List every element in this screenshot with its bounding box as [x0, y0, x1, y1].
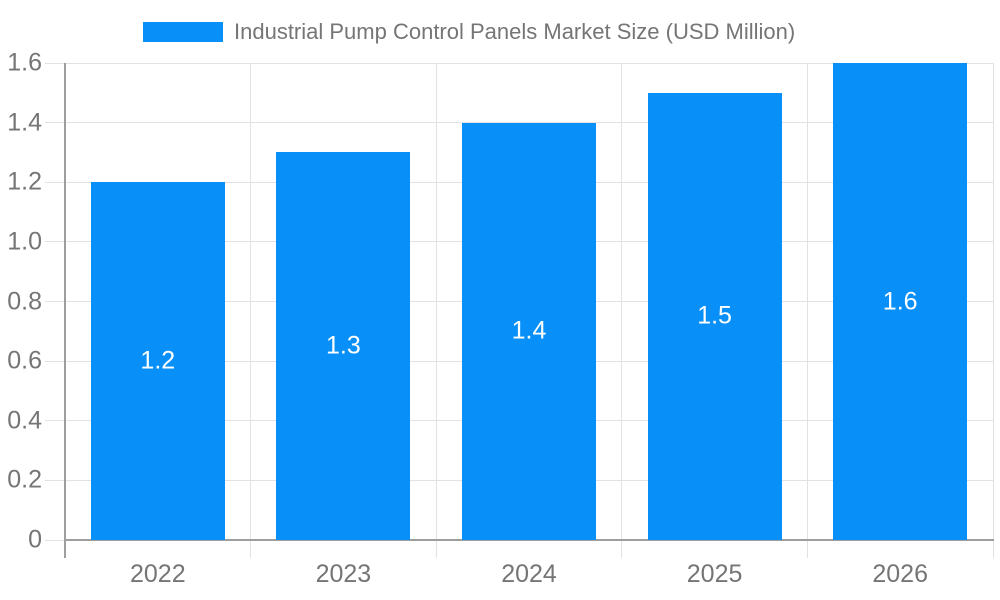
- x-tick: [435, 540, 437, 558]
- bar-2024: [461, 122, 596, 540]
- x-tick: [621, 540, 623, 558]
- bar-value-label: 1.5: [697, 301, 732, 330]
- y-tick: [45, 301, 65, 302]
- y-tick-label: 0.4: [7, 406, 42, 435]
- x-tick-label: 2025: [686, 560, 743, 588]
- y-tick-label: 0.6: [7, 346, 42, 375]
- x-tick-label: 2026: [872, 560, 928, 588]
- bar-2026: [833, 63, 968, 540]
- legend-swatch: [143, 22, 223, 42]
- y-tick: [45, 539, 65, 541]
- bar-2023: [276, 152, 411, 540]
- bar-2022: [90, 182, 225, 540]
- y-tick-label: 1.6: [7, 48, 42, 77]
- x-tick-label: 2024: [501, 560, 557, 588]
- x-tick-label: 2022: [129, 560, 186, 588]
- bar-value-label: 1.3: [326, 331, 361, 360]
- y-tick-label: 0.8: [7, 287, 42, 315]
- x-tick: [806, 540, 808, 558]
- y-axis-line: [64, 63, 66, 558]
- y-tick-label: 0.2: [7, 465, 42, 494]
- y-tick: [45, 181, 65, 183]
- y-tick: [45, 241, 65, 243]
- x-tick: [992, 540, 994, 558]
- y-tick-label: 0: [28, 525, 42, 554]
- bar-2025: [647, 92, 782, 540]
- y-tick: [45, 122, 65, 124]
- legend-label: Industrial Pump Control Panels Market Si…: [234, 19, 796, 44]
- y-tick-label: 1.2: [7, 167, 42, 196]
- x-tick-label: 2023: [315, 560, 372, 588]
- chart-legend: Industrial Pump Control Panels Market Si…: [143, 19, 796, 44]
- v-gridline: [250, 63, 252, 540]
- y-tick: [45, 479, 65, 481]
- bar-value-label: 1.6: [882, 287, 918, 315]
- v-gridline: [435, 63, 437, 540]
- bar-value-label: 1.2: [140, 346, 176, 375]
- y-tick-label: 1.0: [7, 227, 42, 256]
- v-gridline: [621, 63, 623, 540]
- y-tick: [45, 360, 65, 362]
- x-tick: [250, 540, 252, 558]
- y-tick: [45, 420, 65, 422]
- h-gridline: [65, 62, 993, 64]
- y-tick: [45, 62, 65, 64]
- bar-value-label: 1.4: [511, 316, 547, 345]
- y-tick-label: 1.4: [7, 108, 42, 137]
- v-gridline: [806, 63, 808, 540]
- x-axis-line: [64, 539, 994, 541]
- v-gridline: [992, 63, 994, 540]
